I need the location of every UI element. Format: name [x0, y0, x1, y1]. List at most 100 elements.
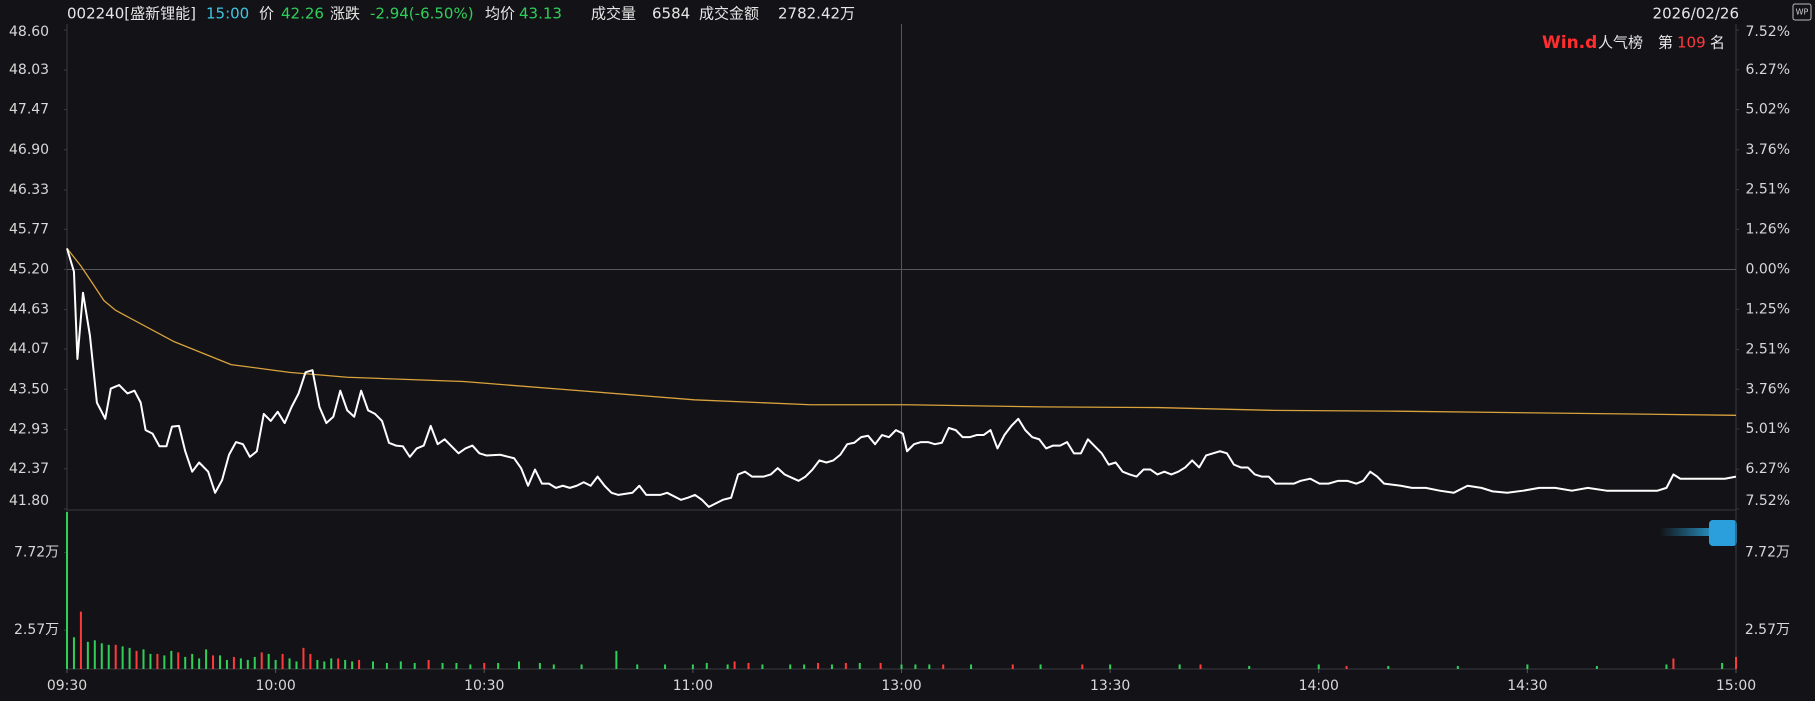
volume-bar: [413, 662, 416, 669]
widget-tail: [1660, 528, 1710, 536]
volume-bar: [309, 653, 312, 669]
y-tick-label: 46.33: [9, 182, 49, 198]
volume-bar: [817, 662, 820, 669]
volume-bar: [615, 650, 618, 669]
volume-bar: [1011, 664, 1014, 669]
volume-bar: [253, 656, 256, 669]
volume-bar: [830, 664, 833, 669]
volume-label: 成交量: [591, 5, 636, 23]
volume-bar: [427, 659, 430, 669]
volume-bar: [970, 664, 973, 669]
y2-tick-label: 3.76%: [1746, 142, 1790, 158]
volume-bar: [789, 664, 792, 669]
volume-bar: [205, 649, 208, 669]
volume-bar: [1081, 664, 1084, 669]
corner-icon-frame[interactable]: [1792, 3, 1812, 21]
volume-bar: [1721, 662, 1724, 669]
price-line: [66, 247, 1737, 416]
rank-prefix: 第: [1658, 34, 1673, 52]
volume-bar: [260, 652, 263, 669]
volume-bar: [344, 659, 347, 669]
volume-bar: [1248, 665, 1251, 669]
volume-bar: [351, 661, 354, 669]
stock-code: 002240[盛新锂能]: [67, 5, 196, 23]
y2-tick-label: 2.51%: [1746, 182, 1790, 198]
volume-bar: [1039, 664, 1042, 669]
volume-bar: [163, 655, 166, 669]
volume-bar: [1199, 664, 1202, 669]
volume-bar: [107, 644, 110, 669]
y2-tick-label: 7.52%: [1746, 493, 1790, 509]
volume-bar: [128, 647, 131, 669]
x-tick-label: 09:30: [47, 678, 87, 694]
amount-label: 成交金额: [699, 5, 759, 23]
volume-bar: [100, 643, 103, 669]
volume-bar: [385, 662, 388, 669]
y2-tick-label: 2.51%: [1746, 341, 1790, 357]
volume-bar: [1109, 664, 1112, 669]
volume-bar: [232, 656, 235, 669]
y-tick-label: 48.60: [9, 24, 49, 40]
avg: 43.13: [519, 5, 562, 23]
y-tick-label: 44.63: [9, 302, 49, 318]
volume-bar: [552, 664, 555, 669]
y-tick-label: 46.90: [9, 142, 49, 158]
volume-bar: [636, 664, 639, 669]
volume-bar: [761, 664, 764, 669]
volume-bar: [747, 662, 750, 669]
volume-bar: [281, 653, 284, 669]
amount: 2782.42万: [778, 5, 855, 23]
volume-bar: [483, 662, 486, 669]
volume-bar: [1735, 656, 1737, 669]
volume-bar: [149, 653, 152, 669]
y-tick-label: 7.72万: [14, 544, 59, 560]
y-tick-label: 42.37: [9, 461, 49, 477]
rank: 109: [1677, 34, 1706, 52]
volume-bar: [1317, 664, 1320, 669]
volume-bar: [844, 662, 847, 669]
x-tick-label: 14:00: [1299, 678, 1339, 694]
volume-bar: [497, 662, 500, 669]
volume-bar: [135, 650, 138, 669]
floating-widget[interactable]: [1660, 520, 1737, 546]
volume-bar: [538, 662, 541, 669]
volume-bar: [93, 640, 96, 669]
y2-tick-label: 1.26%: [1746, 221, 1790, 237]
y-tick-label: 42.93: [9, 421, 49, 437]
volume-bar: [191, 653, 194, 669]
volume-bar: [66, 512, 68, 669]
corner-icon[interactable]: WP: [1796, 8, 1809, 17]
volume-bar: [114, 644, 117, 669]
y-tick-label: 44.07: [9, 341, 49, 357]
y-tick-label: 47.47: [9, 102, 49, 118]
volume-bar: [142, 649, 145, 669]
volume-bar: [664, 664, 667, 669]
price-label: 价: [259, 5, 274, 23]
y-tick-label: 41.80: [9, 493, 49, 509]
volume-bar: [212, 655, 215, 669]
y2-tick-label: 2.57万: [1745, 622, 1790, 638]
x-tick-label: 11:00: [673, 678, 713, 694]
popularity-badge[interactable]: Win.d 人气榜 第 109 名: [1542, 33, 1725, 53]
volume-bar: [358, 659, 361, 669]
volume-bar: [1178, 664, 1181, 669]
volume-bar: [337, 658, 340, 669]
y2-tick-label: 1.25%: [1746, 301, 1790, 317]
x-tick-label: 10:30: [464, 678, 504, 694]
y-tick-label: 48.03: [9, 62, 49, 78]
x-tick-label: 15:00: [1716, 678, 1756, 694]
volume-bar: [900, 664, 903, 669]
volume-bar: [1345, 665, 1348, 669]
volume-bar: [1665, 664, 1668, 669]
price-line: [66, 248, 1737, 508]
volume-bar: [469, 664, 472, 669]
widget-button[interactable]: [1709, 520, 1737, 546]
volume-bar: [399, 661, 402, 669]
volume-bar: [239, 658, 242, 669]
volume-bar: [803, 664, 806, 669]
volume-bar: [691, 664, 694, 669]
change: -2.94(-6.50%): [370, 5, 474, 23]
